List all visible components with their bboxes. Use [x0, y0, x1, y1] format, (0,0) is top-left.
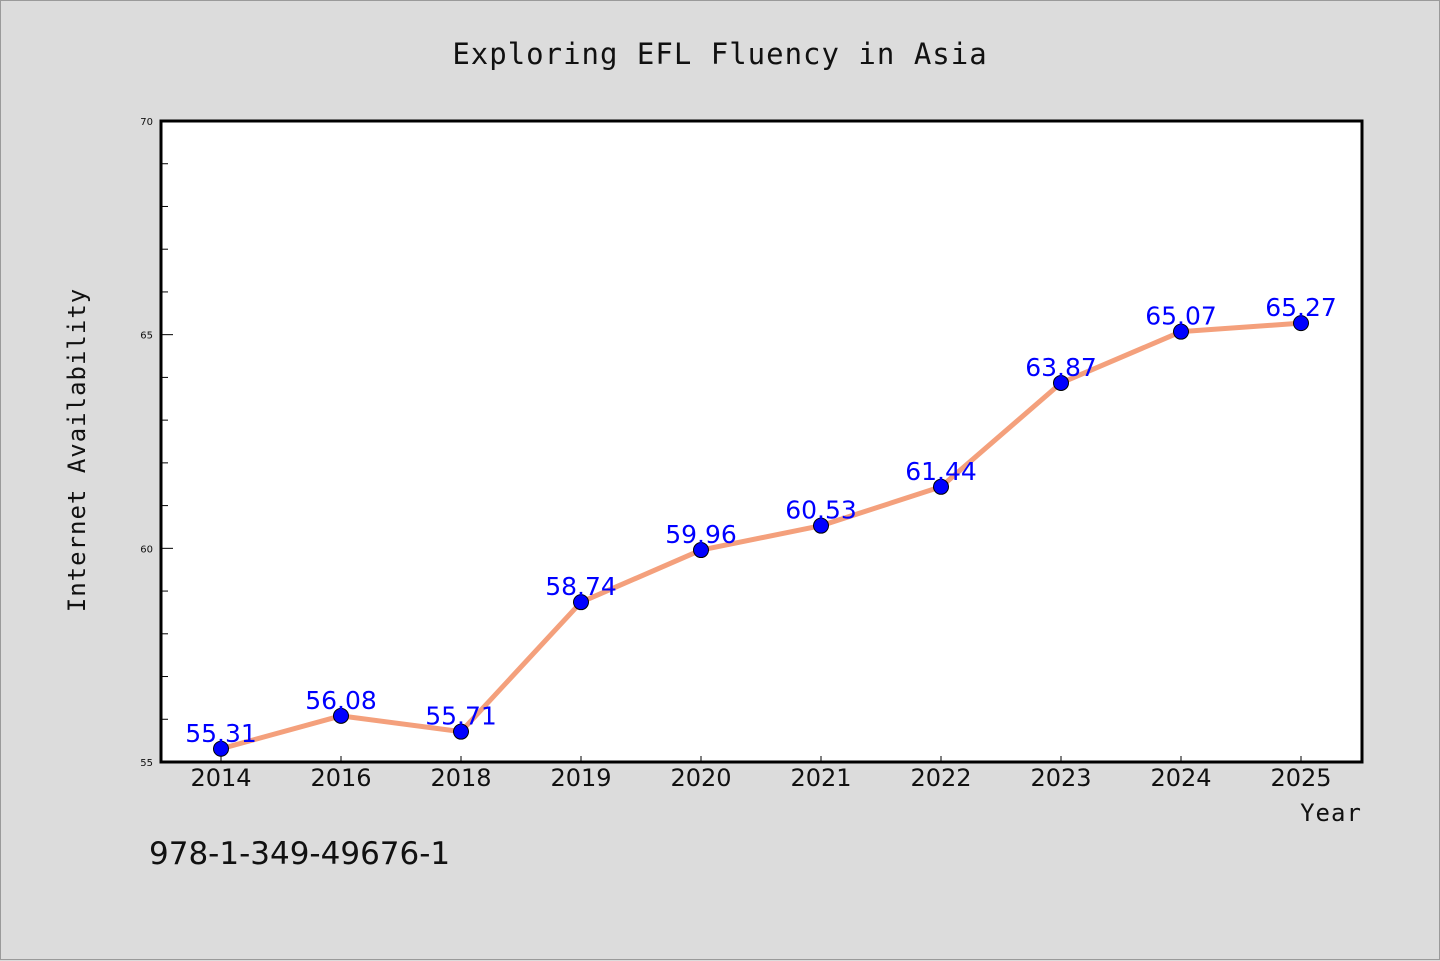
x-axis-ticks: 2014 2016 2018 2019 2020 2021 2022 2023 2024 2025	[190, 756, 1332, 792]
data-label: 56.08	[305, 686, 377, 715]
y-tick-label: 70	[140, 117, 153, 128]
data-point	[1293, 315, 1309, 332]
data-label: 61.44	[905, 457, 977, 486]
plot-area	[161, 121, 1362, 762]
data-label: 58.74	[545, 572, 617, 601]
data-label: 65.27	[1265, 293, 1337, 322]
data-point	[1053, 374, 1069, 391]
data-label: 55.31	[185, 719, 257, 748]
y-axis-label: Internet Availability	[63, 288, 91, 612]
data-label: 65.07	[1145, 302, 1217, 331]
x-tick-label: 2021	[790, 764, 851, 792]
data-point	[573, 594, 589, 611]
x-tick-label: 2024	[1150, 764, 1211, 792]
x-tick-label: 2018	[430, 764, 491, 792]
y-tick-label: 55	[140, 758, 153, 769]
x-tick-label: 2016	[310, 764, 371, 792]
x-tick-label: 2020	[670, 764, 731, 792]
x-tick-label: 2019	[550, 764, 611, 792]
y-tick-label: 60	[140, 544, 153, 555]
data-point	[813, 517, 829, 534]
x-tick-label: 2025	[1270, 764, 1331, 792]
data-point	[453, 723, 469, 740]
data-label: 60.53	[785, 496, 857, 525]
y-tick-label: 65	[140, 331, 153, 342]
data-labels: 55.31 56.08 55.71 58.74 59.96 60.53 61.44 63.87…	[185, 293, 1337, 748]
series-markers	[213, 315, 1309, 757]
footer-isbn: 978-1-349-49676-1	[149, 836, 450, 872]
data-point	[213, 740, 229, 757]
x-tick-label: 2022	[910, 764, 971, 792]
plot-border	[159, 119, 1364, 764]
x-tick-label: 2023	[1030, 764, 1091, 792]
data-point	[693, 542, 709, 559]
x-axis-label: Year	[1300, 799, 1362, 827]
data-point	[1173, 323, 1189, 340]
data-point	[933, 478, 949, 495]
chart-title: Exploring EFL Fluency in Asia	[452, 37, 987, 71]
x-tick-label: 2014	[190, 764, 251, 792]
data-label: 55.71	[425, 702, 497, 731]
data-label: 59.96	[665, 520, 737, 549]
series-line	[220, 320, 1302, 752]
data-point	[333, 707, 349, 724]
data-label: 63.87	[1025, 353, 1097, 382]
